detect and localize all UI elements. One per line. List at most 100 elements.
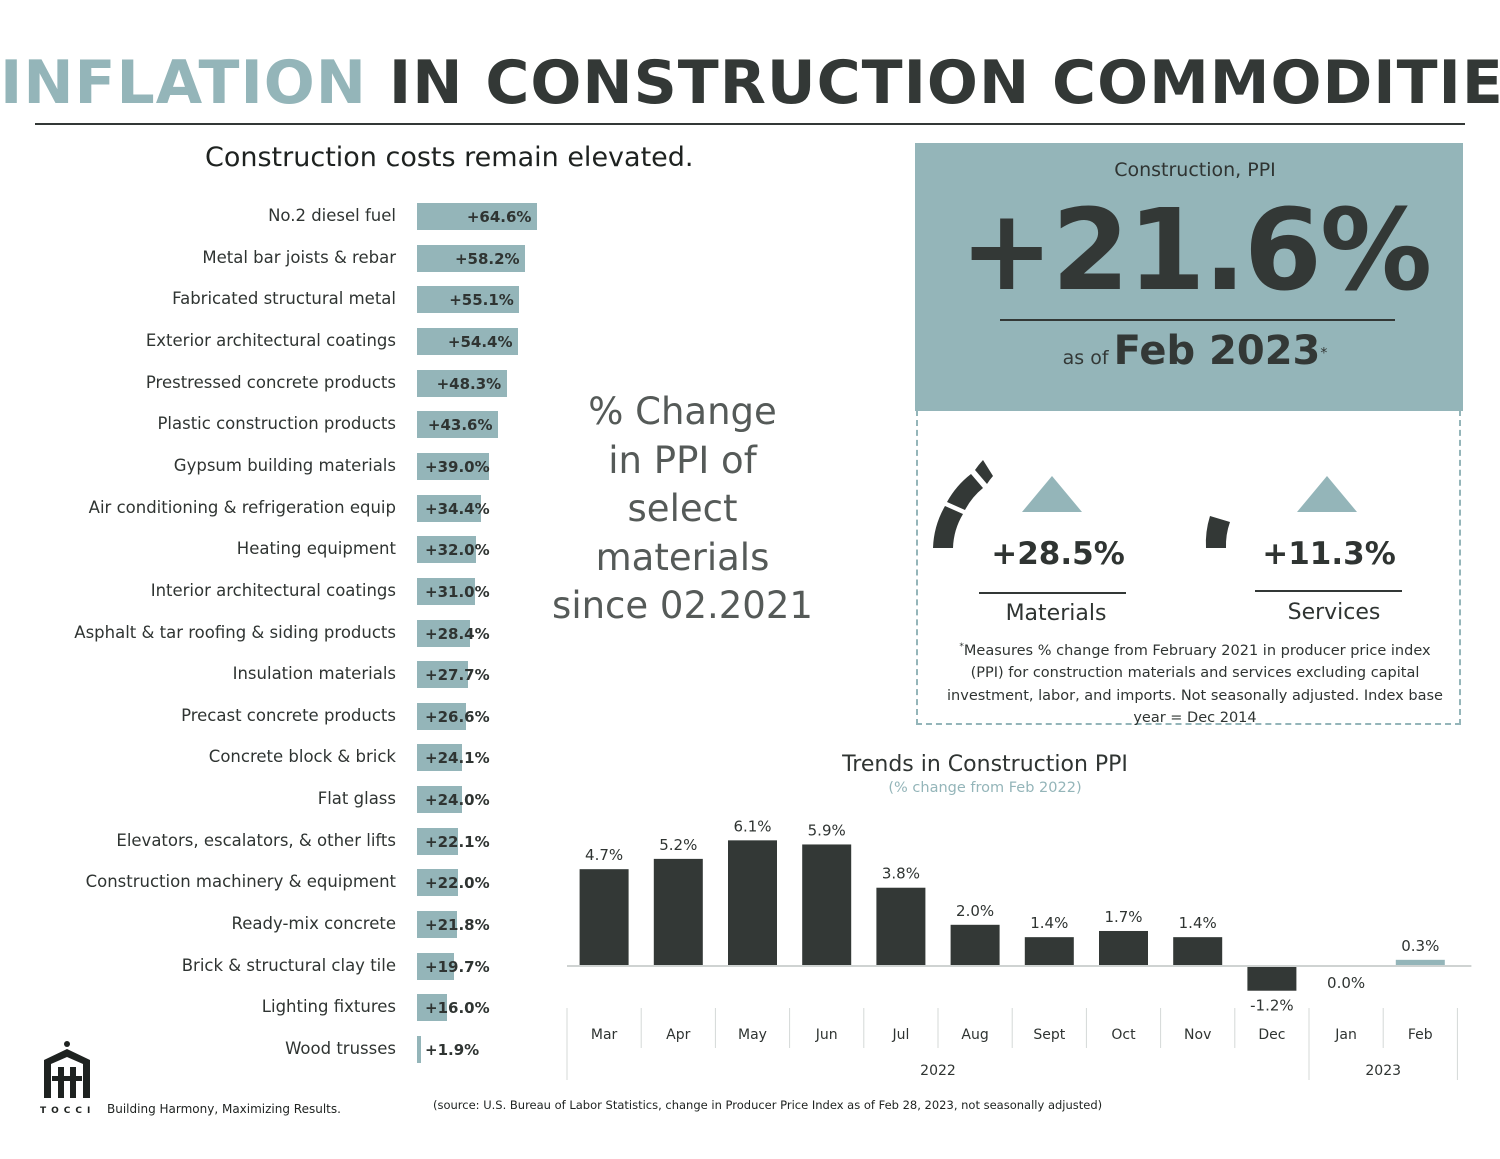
material-bar	[417, 203, 537, 230]
material-value-label: +58.2%	[454, 249, 520, 268]
ppi-as-of: as of Feb 2023*	[915, 328, 1475, 374]
material-bar	[417, 369, 507, 397]
material-value-label: +19.7%	[425, 957, 490, 976]
trend-month-label: Sept	[1033, 1027, 1065, 1043]
material-value-label: +43.6%	[427, 416, 493, 435]
ppi-footnote: *Measures % change from February 2021 in…	[945, 636, 1445, 730]
page-title: INFLATION IN CONSTRUCTION COMMODITIES	[0, 48, 1500, 118]
material-label: Fabricated structural metal	[172, 289, 396, 309]
material-bar	[417, 952, 454, 980]
material-value-label: +32.0%	[425, 541, 490, 560]
material-label: Elevators, escalators, & other lifts	[116, 830, 396, 850]
material-label: Exterior architectural coatings	[145, 330, 396, 350]
title-rest: IN CONSTRUCTION COMMODITIES	[388, 48, 1500, 118]
material-value-label: +1.9%	[425, 1041, 480, 1059]
material-label: Concrete block & brick	[208, 747, 396, 767]
services-gauge-icon	[1205, 516, 1230, 548]
materials-name: Materials	[1005, 601, 1107, 626]
trend-month-label: Oct	[1111, 1027, 1136, 1043]
material-bar	[417, 494, 481, 522]
trend-value-label: -1.2%	[1250, 997, 1294, 1015]
trend-value-label: 1.7%	[1104, 908, 1142, 926]
trend-month-label: Mar	[591, 1027, 618, 1043]
trend-bar	[802, 844, 852, 966]
trend-value-label: 2.0%	[956, 902, 994, 920]
trend-month-label: Dec	[1258, 1027, 1285, 1043]
trend-bar	[1395, 959, 1445, 966]
trend-bar	[1247, 966, 1297, 991]
material-label: Ready-mix concrete	[231, 914, 396, 934]
material-bar	[417, 411, 498, 439]
trend-month-label: Jan	[1334, 1027, 1357, 1043]
title-divider	[35, 123, 1465, 125]
material-label: Metal bar joists & rebar	[202, 247, 396, 267]
trend-month-label: Feb	[1408, 1027, 1433, 1043]
material-value-label: +16.0%	[425, 999, 490, 1018]
material-label: Prestressed concrete products	[145, 372, 396, 392]
services-name: Services	[1287, 600, 1381, 625]
ppi-divider	[1000, 319, 1395, 321]
trend-bar	[1173, 937, 1223, 966]
material-value-label: +24.1%	[425, 749, 490, 768]
trend-bar	[1024, 937, 1074, 966]
material-value-label: +21.8%	[425, 916, 490, 935]
materials-divider	[979, 592, 1126, 594]
logo-text: TOCCI	[40, 1106, 96, 1116]
trend-chart-subtitle: (% change from Feb 2022)	[888, 780, 1082, 796]
as-of-mark: *	[1320, 345, 1328, 362]
center-caption: % Change in PPI of select materials sinc…	[552, 390, 813, 627]
material-bar	[417, 744, 462, 772]
trend-value-label: 0.3%	[1401, 937, 1439, 955]
trend-value-label: 3.8%	[882, 865, 920, 883]
trend-value-label: 0.0%	[1327, 974, 1365, 992]
material-bar	[417, 536, 477, 564]
material-value-label: +39.0%	[425, 457, 490, 476]
trend-month-label: Jun	[815, 1027, 838, 1043]
trend-month-label: Nov	[1184, 1027, 1211, 1043]
material-label: Lighting fixtures	[261, 997, 396, 1017]
material-value-label: +48.3%	[436, 374, 502, 393]
material-label: Asphalt & tar roofing & siding products	[74, 622, 396, 642]
material-label: No.2 diesel fuel	[268, 206, 396, 225]
material-bar	[417, 327, 518, 355]
materials-value: +28.5%	[991, 536, 1125, 572]
trend-chart-title: Trends in Construction PPI	[842, 752, 1128, 777]
material-label: Wood trusses	[285, 1039, 396, 1058]
material-value-label: +54.4%	[447, 332, 513, 351]
as-of-date: Feb 2023	[1113, 328, 1321, 374]
material-bar	[417, 619, 470, 647]
trend-bar	[876, 887, 926, 966]
material-label: Plastic construction products	[157, 414, 396, 434]
material-bar	[417, 911, 458, 939]
services-up-triangle-icon	[1297, 476, 1357, 512]
trend-value-label: 6.1%	[733, 817, 771, 835]
material-bar	[417, 994, 447, 1022]
material-value-label: +55.1%	[449, 291, 514, 310]
material-label: Brick & structural clay tile	[181, 955, 396, 975]
trend-value-label: 5.2%	[659, 836, 697, 854]
materials-up-triangle-icon	[1022, 476, 1082, 512]
trend-month-label: May	[738, 1027, 767, 1043]
ppi-value: +21.6%	[959, 186, 1432, 316]
material-bar	[417, 286, 520, 314]
material-label: Precast concrete products	[181, 705, 396, 725]
trend-bar	[579, 869, 629, 966]
trend-month-label: Aug	[961, 1027, 988, 1043]
footnote-mark: *	[959, 642, 964, 652]
trend-year-label: 2022	[920, 1063, 956, 1079]
trend-bar	[728, 840, 777, 966]
material-bar	[417, 661, 469, 689]
tagline: Building Harmony, Maximizing Results.	[107, 1102, 341, 1116]
services-divider	[1255, 590, 1402, 592]
materials-chart-title: Construction costs remain elevated.	[205, 142, 694, 173]
material-label: Flat glass	[317, 789, 396, 809]
trend-value-label: 1.4%	[1030, 914, 1068, 932]
footnote-text: Measures % change from February 2021 in …	[947, 642, 1443, 727]
material-value-label: +22.0%	[425, 874, 490, 893]
trend-bar	[653, 858, 703, 966]
material-label: Construction machinery & equipment	[85, 872, 396, 892]
ppi-breakdown-panel	[916, 410, 1461, 725]
material-label: Interior architectural coatings	[150, 580, 396, 600]
trend-bar	[950, 924, 1000, 966]
trend-year-label: 2023	[1365, 1063, 1401, 1079]
